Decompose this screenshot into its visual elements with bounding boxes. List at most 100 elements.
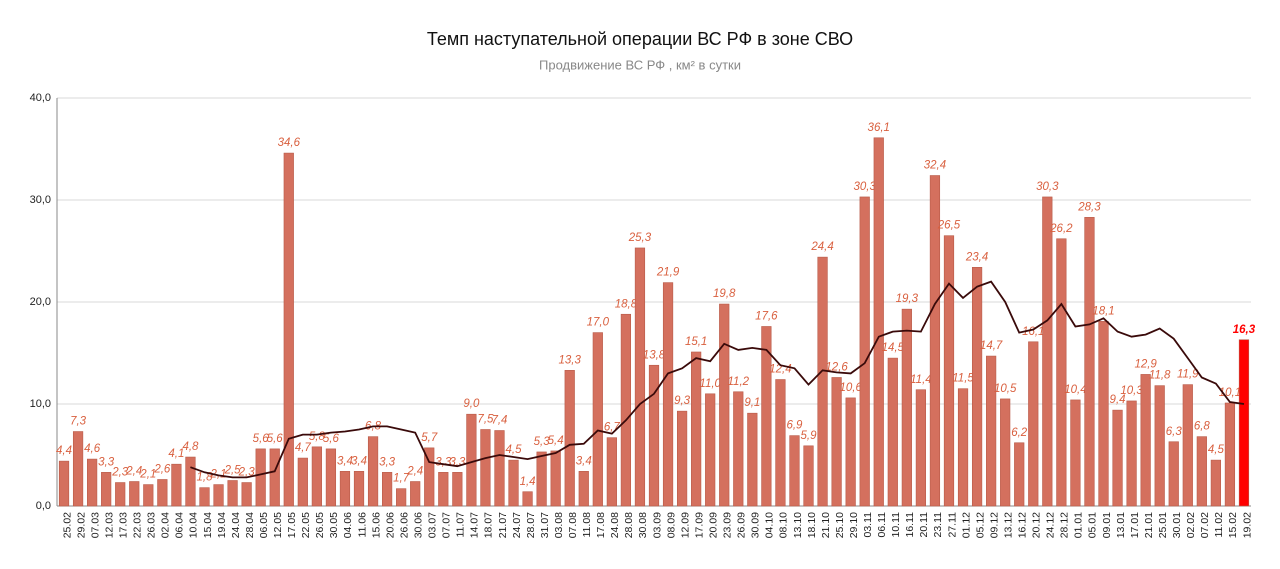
data-label: 5,9 <box>801 430 818 442</box>
x-tick-label: 27.11 <box>946 512 958 538</box>
x-tick-label: 09.12 <box>988 512 1000 538</box>
bar <box>185 456 196 507</box>
bar <box>157 479 168 507</box>
bar <box>171 463 182 507</box>
bar <box>915 389 926 507</box>
x-tick-label: 11.06 <box>356 512 368 538</box>
data-label: 4,4 <box>56 445 72 457</box>
x-tick-label: 26.03 <box>146 512 158 538</box>
bar <box>1126 400 1137 507</box>
bar <box>311 446 322 507</box>
data-label: 32,4 <box>924 160 946 172</box>
bar <box>353 471 365 507</box>
data-label: 10,5 <box>994 383 1017 395</box>
bar <box>564 370 575 507</box>
x-tick-label: 24.08 <box>609 512 621 538</box>
x-tick-label: 03.07 <box>427 512 439 538</box>
data-label: 4,5 <box>1208 444 1225 456</box>
bar <box>929 175 941 507</box>
data-label: 28,3 <box>1077 201 1101 213</box>
x-tick-label: 30.08 <box>637 512 649 538</box>
x-tick-label: 12.03 <box>103 512 115 538</box>
bar <box>691 351 702 507</box>
bar <box>648 364 660 507</box>
data-label: 6,3 <box>1166 426 1183 438</box>
bar <box>1112 409 1123 507</box>
x-tick-label: 12.05 <box>272 512 284 538</box>
bar <box>606 437 617 507</box>
data-label: 2,3 <box>111 467 129 479</box>
bar <box>578 471 589 507</box>
data-label: 2,6 <box>153 464 171 476</box>
x-tick-label: 08.09 <box>665 512 677 538</box>
bar <box>592 332 603 507</box>
x-tick-label: 13.10 <box>792 512 804 538</box>
bar <box>101 472 112 507</box>
data-label: 26,2 <box>1049 223 1073 235</box>
bar <box>213 484 224 507</box>
bar <box>986 355 997 507</box>
data-label: 3,4 <box>351 455 367 467</box>
bar <box>297 457 308 507</box>
bar <box>761 326 772 507</box>
x-tick-label: 11.02 <box>1213 512 1225 538</box>
data-label: 3,4 <box>337 455 353 467</box>
bar <box>1028 341 1039 507</box>
x-tick-label: 24.12 <box>1045 512 1057 538</box>
data-label: 30,3 <box>854 181 877 193</box>
bar <box>1196 436 1207 507</box>
bar <box>410 481 421 507</box>
x-tick-label: 21.10 <box>820 512 832 538</box>
x-tick-label: 20.11 <box>918 512 930 538</box>
x-tick-label: 31.07 <box>539 512 551 538</box>
x-tick-label: 01.12 <box>960 512 972 538</box>
bar <box>255 448 266 507</box>
x-tick-label: 02.02 <box>1185 512 1197 538</box>
bar <box>719 303 730 507</box>
bar <box>480 429 491 507</box>
x-tick-label: 26.05 <box>314 512 326 538</box>
bar <box>845 397 856 507</box>
bar <box>1014 442 1025 507</box>
bar <box>1210 459 1221 507</box>
x-tick-label: 07.08 <box>567 512 579 538</box>
x-tick-label: 25.10 <box>834 512 846 538</box>
data-label: 17,6 <box>755 311 778 323</box>
data-label: 11,0 <box>699 378 721 390</box>
data-label: 4,6 <box>84 443 101 455</box>
x-tick-label: 21.07 <box>497 512 509 538</box>
x-tick-label: 14.07 <box>469 512 481 538</box>
data-label: 30,3 <box>1036 181 1059 193</box>
x-tick-label: 28.04 <box>244 512 256 538</box>
data-label: 4,7 <box>295 442 312 454</box>
bar <box>1042 196 1053 507</box>
data-label: 17,0 <box>587 317 610 329</box>
data-label: 12,9 <box>1134 358 1157 370</box>
bar <box>859 196 870 507</box>
x-tick-label: 22.03 <box>132 512 144 538</box>
x-tick-label: 21.01 <box>1143 512 1155 538</box>
x-tick-label: 11.08 <box>581 512 593 538</box>
x-tick-label: 26.06 <box>398 512 410 538</box>
data-label: 6,9 <box>786 420 803 432</box>
x-tick-label: 12.09 <box>679 512 691 538</box>
data-label: 36,1 <box>868 122 890 134</box>
data-label: 10,4 <box>1064 384 1086 396</box>
bar <box>662 282 674 507</box>
data-label: 34,6 <box>278 137 301 149</box>
data-label: 2,1 <box>139 469 156 481</box>
x-tick-label: 06.04 <box>174 512 186 538</box>
data-label: 6,8 <box>1194 421 1211 433</box>
x-tick-label: 06.05 <box>258 512 270 538</box>
x-tick-label: 17.08 <box>595 512 607 538</box>
bar <box>494 430 505 507</box>
x-tick-label: 15.04 <box>202 512 214 538</box>
bar <box>1238 339 1250 507</box>
x-tick-label: 13.12 <box>1002 512 1014 538</box>
bar <box>1182 384 1193 507</box>
bar <box>733 391 744 507</box>
y-tick-label: 20,0 <box>30 296 51 308</box>
bar <box>227 480 238 507</box>
x-tick-label: 06.11 <box>876 512 888 538</box>
data-label: 5,6 <box>253 433 270 445</box>
